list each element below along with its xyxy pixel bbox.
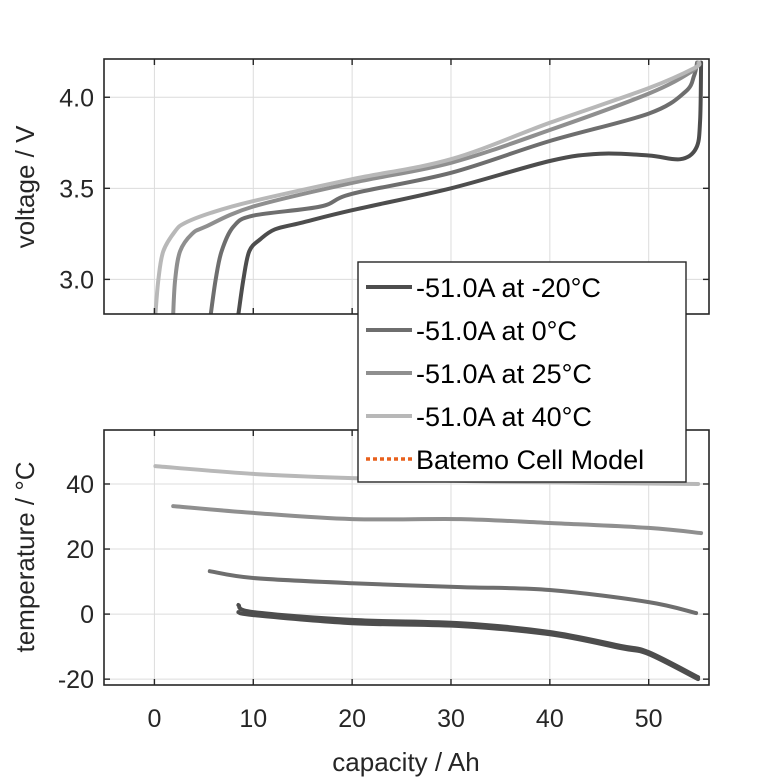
y-tick-label: 4.0	[59, 84, 94, 112]
y-tick-label: 20	[66, 536, 94, 564]
x-tick-label: 20	[338, 705, 366, 733]
legend-label: Batemo Cell Model	[416, 445, 644, 475]
legend-label: -51.0A at 0°C	[416, 316, 577, 346]
legend-entries: -51.0A at -20°C -51.0A at 0°C -51.0A at 25…	[366, 273, 644, 475]
legend-label: -51.0A at 25°C	[416, 359, 592, 389]
temperature-series-group	[153, 464, 704, 682]
legend-entry: -51.0A at 40°C	[366, 402, 592, 432]
temperature-ylabel: temperature / °C	[10, 461, 40, 652]
y-tick-label: 0	[80, 601, 94, 629]
voltage-series-clip	[153, 60, 704, 314]
legend-entry: -51.0A at -20°C	[366, 273, 601, 303]
legend-label: -51.0A at -20°C	[416, 273, 601, 303]
temperature-series-line	[207, 569, 699, 616]
capacity-xlabel: capacity / Ah	[332, 747, 479, 777]
temperature-series-line	[236, 603, 701, 680]
x-tick-label: 30	[437, 705, 465, 733]
y-tick-label: 3.0	[59, 266, 94, 294]
temperature-series-line	[171, 504, 704, 536]
y-tick-label: 40	[66, 471, 94, 499]
voltage-series-line	[208, 60, 700, 314]
x-tick-label: 10	[239, 705, 267, 733]
voltage-ylabel: voltage / V	[10, 125, 40, 249]
legend-label: -51.0A at 40°C	[416, 402, 592, 432]
legend-entry: -51.0A at 0°C	[366, 316, 577, 346]
legend: -51.0A at -20°C -51.0A at 0°C -51.0A at 25…	[357, 261, 687, 483]
y-tick-label: 3.5	[59, 175, 94, 203]
voltage-series-line	[171, 60, 701, 314]
temperature-ytick-labels: -20 0 20 40	[58, 471, 94, 694]
voltage-ytick-labels: 3.0 3.5 4.0	[59, 84, 94, 294]
legend-entry: Batemo Cell Model	[366, 445, 644, 475]
voltage-series-line	[236, 60, 704, 314]
voltage-plot: 3.0 3.5 4.0 voltage / V	[10, 58, 710, 315]
capacity-xtick-labels: 0 10 20 30 40 50	[147, 705, 662, 733]
x-tick-label: 50	[635, 705, 663, 733]
y-tick-label: -20	[58, 666, 94, 694]
x-tick-label: 0	[147, 705, 161, 733]
temperature-series-line	[236, 610, 701, 682]
temperature-series-clip	[153, 464, 704, 682]
legend-box	[357, 261, 687, 483]
voltage-series-line	[153, 60, 702, 314]
legend-entry: -51.0A at 25°C	[366, 359, 592, 389]
voltage-series-group	[153, 60, 704, 314]
x-tick-label: 40	[536, 705, 564, 733]
